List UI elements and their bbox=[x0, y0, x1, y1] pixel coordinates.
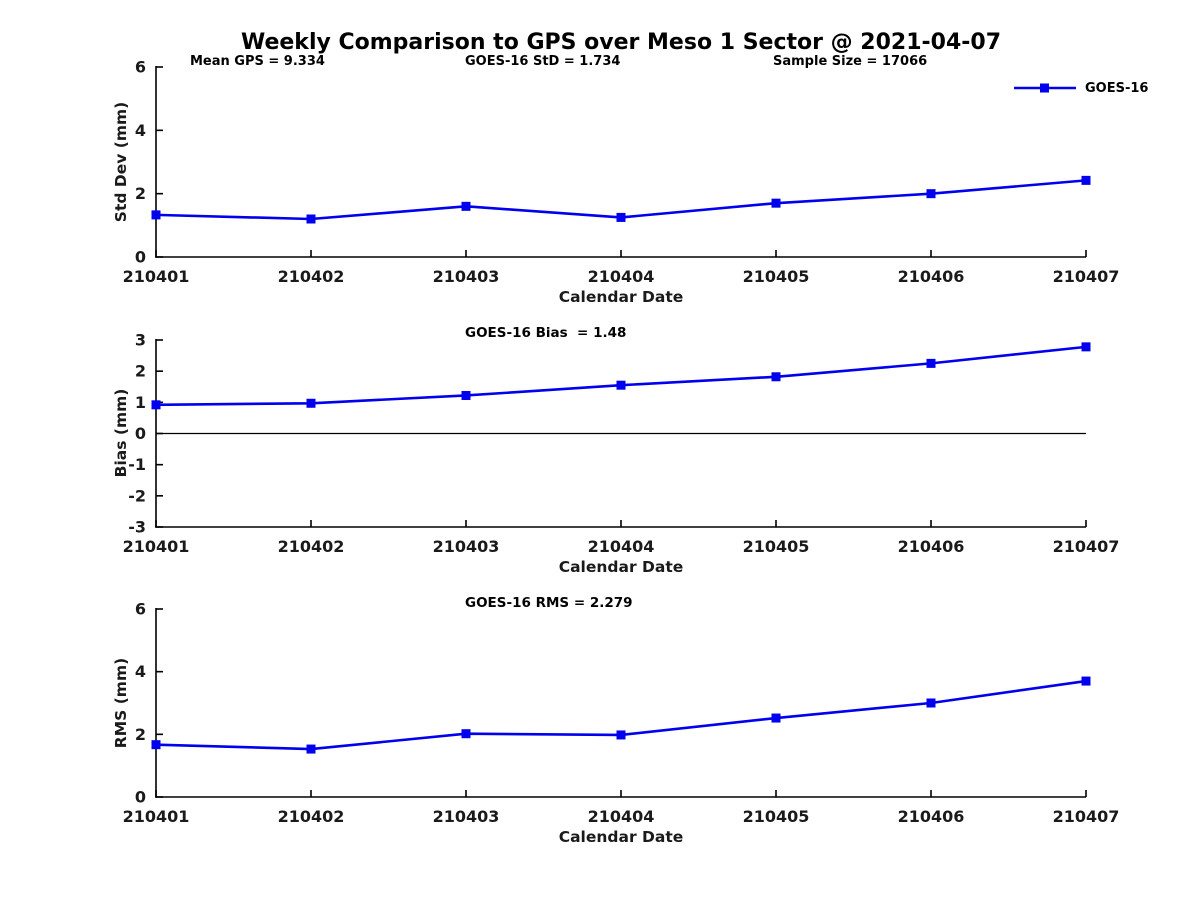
svg-text:-1: -1 bbox=[128, 455, 146, 474]
annotation-goes16-std: GOES-16 StD = 1.734 bbox=[465, 54, 621, 69]
svg-text:210405: 210405 bbox=[743, 267, 810, 286]
svg-text:210403: 210403 bbox=[433, 807, 500, 826]
legend-line-marker-icon bbox=[1014, 83, 1076, 93]
svg-text:2: 2 bbox=[135, 184, 146, 203]
svg-text:210405: 210405 bbox=[743, 537, 810, 556]
svg-text:6: 6 bbox=[135, 600, 146, 619]
svg-text:-3: -3 bbox=[128, 518, 146, 537]
svg-text:2: 2 bbox=[135, 725, 146, 744]
svg-text:210401: 210401 bbox=[123, 537, 190, 556]
svg-text:210407: 210407 bbox=[1053, 537, 1120, 556]
svg-text:210407: 210407 bbox=[1053, 807, 1120, 826]
subplot-rms-title: GOES-16 RMS = 2.279 bbox=[465, 595, 633, 611]
svg-text:210406: 210406 bbox=[898, 807, 965, 826]
svg-text:210403: 210403 bbox=[433, 267, 500, 286]
svg-text:-2: -2 bbox=[128, 486, 146, 505]
svg-text:210403: 210403 bbox=[433, 537, 500, 556]
svg-text:210404: 210404 bbox=[588, 267, 655, 286]
svg-text:3: 3 bbox=[135, 331, 146, 350]
svg-text:2: 2 bbox=[135, 362, 146, 381]
svg-text:210406: 210406 bbox=[898, 267, 965, 286]
annotation-sample-size: Sample Size = 17066 bbox=[773, 54, 928, 69]
svg-text:210402: 210402 bbox=[278, 537, 345, 556]
svg-text:210401: 210401 bbox=[123, 267, 190, 286]
svg-text:4: 4 bbox=[135, 121, 146, 140]
svg-text:210404: 210404 bbox=[588, 537, 655, 556]
subplot-rms-xlabel: Calendar Date bbox=[558, 828, 684, 846]
legend-label: GOES-16 bbox=[1085, 80, 1149, 96]
svg-text:4: 4 bbox=[135, 662, 146, 681]
svg-text:6: 6 bbox=[135, 58, 146, 77]
annotation-mean-gps: Mean GPS = 9.334 bbox=[190, 54, 325, 69]
subplot-stddev-xlabel: Calendar Date bbox=[558, 288, 684, 306]
svg-text:210401: 210401 bbox=[123, 807, 190, 826]
subplot-bias-title: GOES-16 Bias = 1.48 bbox=[465, 325, 627, 341]
svg-text:1: 1 bbox=[135, 393, 146, 412]
svg-text:210404: 210404 bbox=[588, 807, 655, 826]
svg-text:0: 0 bbox=[135, 788, 146, 807]
svg-text:210407: 210407 bbox=[1053, 267, 1120, 286]
subplot-bias-xlabel: Calendar Date bbox=[558, 558, 684, 576]
svg-text:0: 0 bbox=[135, 248, 146, 267]
svg-text:210406: 210406 bbox=[898, 537, 965, 556]
figure-title: Weekly Comparison to GPS over Meso 1 Sec… bbox=[240, 30, 1002, 55]
legend: GOES-16 bbox=[1013, 80, 1148, 96]
svg-text:210405: 210405 bbox=[743, 807, 810, 826]
svg-text:0: 0 bbox=[135, 424, 146, 443]
svg-text:210402: 210402 bbox=[278, 267, 345, 286]
svg-text:210402: 210402 bbox=[278, 807, 345, 826]
